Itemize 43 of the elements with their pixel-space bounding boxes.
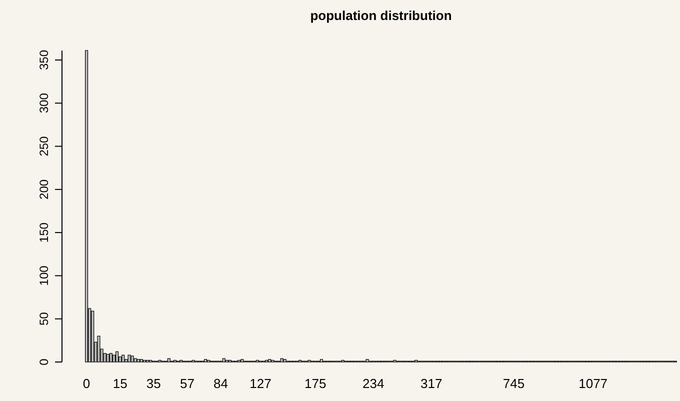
x-tick-label: 15 (112, 376, 128, 391)
bar (204, 359, 208, 362)
x-tick-label: 745 (502, 376, 525, 391)
bar (91, 310, 94, 362)
bar (167, 358, 170, 362)
y-tick-label: 250 (37, 136, 51, 156)
bar (366, 359, 369, 362)
bar (134, 358, 137, 362)
bar (283, 359, 286, 362)
y-tick-label: 50 (37, 312, 51, 326)
bar (320, 359, 324, 362)
x-tick-label: 84 (214, 376, 228, 391)
y-tick-label: 350 (37, 50, 51, 70)
bar (116, 351, 119, 362)
bar (128, 354, 131, 362)
bar (106, 354, 110, 362)
x-tick-label: 127 (250, 376, 272, 391)
bar (122, 354, 125, 362)
x-tick-label: 317 (420, 376, 442, 391)
y-tick-label: 0 (37, 358, 51, 366)
y-tick-label: 100 (37, 265, 51, 286)
y-tick-label: 200 (37, 179, 51, 200)
bar (112, 354, 116, 362)
x-tick-label: 1077 (578, 376, 608, 391)
x-tick-label: 234 (362, 376, 384, 391)
bar (140, 359, 143, 362)
bar (222, 358, 226, 362)
bar (109, 353, 112, 362)
x-tick-label: 0 (82, 376, 90, 391)
bar (268, 359, 272, 362)
chart-title: population distribution (310, 8, 452, 23)
bar (240, 359, 244, 362)
y-tick-label: 150 (37, 222, 51, 243)
bar (136, 359, 140, 362)
bar (85, 50, 88, 362)
bar (130, 356, 134, 362)
bar (97, 336, 100, 362)
x-tick-label: 57 (180, 376, 194, 391)
x-tick-label: 175 (304, 376, 326, 391)
x-tick-label: 35 (146, 376, 161, 391)
bar (124, 359, 128, 362)
bar (280, 358, 284, 362)
y-tick-label: 300 (37, 92, 51, 114)
